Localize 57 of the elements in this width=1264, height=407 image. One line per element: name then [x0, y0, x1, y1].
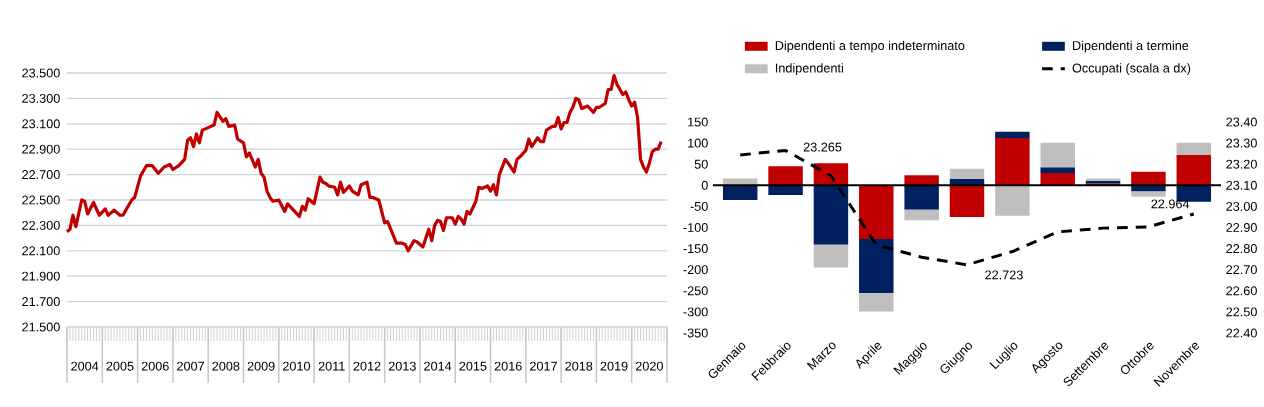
x-tick-label: 2005 [106, 361, 134, 371]
y-tick-label: 22.500 [22, 195, 60, 205]
y-tick-label: -100 [683, 223, 708, 232]
x-tick-label: 2015 [459, 361, 487, 371]
y2-tick-label: 23.10 [1226, 180, 1257, 190]
x-tick-label: 2017 [530, 361, 557, 371]
y-tick-label: 50 [694, 159, 708, 169]
x-tick-label: 2004 [71, 361, 99, 371]
y2-tick-label: 23.30 [1226, 138, 1257, 148]
y-tick-label: 21.700 [22, 297, 60, 307]
y-tick-label: 150 [688, 117, 708, 127]
x-tick-label: 2016 [494, 361, 522, 371]
y-tick-label: -150 [683, 244, 708, 254]
legend-label: Dipendenti a tempo indeterminato [775, 40, 965, 53]
x-tick-label: 2010 [282, 361, 311, 371]
y2-tick-label: 22.90 [1226, 223, 1257, 232]
legend-label: Dipendenti a termine [1073, 40, 1189, 53]
x-tick-label: 2020 [635, 361, 663, 371]
x-tick-label: 2011 [318, 361, 345, 371]
y2-tick-label: 22.80 [1226, 244, 1257, 254]
y-tick-label: -250 [683, 286, 708, 296]
y-tick-label: 23.500 [22, 68, 60, 78]
y2-tick-label: 22.60 [1226, 286, 1257, 296]
y2-tick-label: 22.70 [1226, 265, 1257, 275]
x-tick-label: 2007 [177, 361, 205, 371]
data-label: 22.723 [985, 270, 1023, 280]
x-tick-label: 2008 [212, 361, 240, 371]
y-tick-label: 22.100 [22, 246, 60, 256]
x-tick-label: 2009 [247, 361, 275, 371]
y-tick-label: 22.900 [22, 144, 60, 154]
y2-tick-label: 23.00 [1226, 201, 1257, 211]
y-tick-label: 22.300 [22, 220, 60, 230]
legend-label: Occupati (scala a dx) [1072, 63, 1191, 76]
y-tick-label: -300 [683, 307, 708, 317]
x-tick-label: 2012 [353, 361, 381, 371]
y-tick-label: 23.300 [22, 93, 60, 103]
x-tick-label: 2019 [600, 361, 628, 371]
y2-tick-label: 23.40 [1226, 117, 1257, 127]
y-tick-label: 22.700 [22, 170, 60, 180]
y2-tick-label: 22.50 [1226, 307, 1257, 317]
y-tick-label: -200 [683, 265, 708, 275]
y2-tick-label: 22.40 [1226, 328, 1257, 338]
y-tick-label: 21.500 [22, 322, 60, 332]
y-tick-label: -50 [690, 201, 708, 211]
x-tick-label: 2018 [565, 361, 593, 371]
y2-tick-label: 23.20 [1226, 159, 1257, 169]
y-tick-label: 23.100 [22, 119, 60, 129]
data-label: 23.265 [803, 142, 842, 152]
y-tick-label: 0 [701, 180, 708, 190]
x-tick-label: 2014 [424, 361, 452, 371]
x-tick-label: 2006 [141, 361, 169, 371]
y-tick-label: 21.900 [22, 271, 60, 281]
y-tick-label: -350 [683, 328, 708, 338]
x-tick-label: 2013 [388, 361, 416, 371]
legend-label: Indipendenti [775, 63, 843, 76]
y-tick-label: 100 [688, 138, 708, 148]
data-label: 22.964 [1151, 199, 1190, 209]
